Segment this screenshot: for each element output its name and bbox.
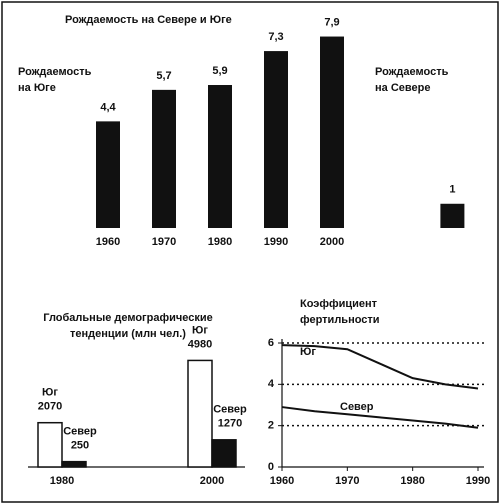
bar xyxy=(211,439,237,468)
series-label: Юг xyxy=(42,387,58,399)
x-tick-label: 1970 xyxy=(335,475,359,487)
y-tick-label: 6 xyxy=(268,337,274,349)
bar xyxy=(264,51,288,228)
series-label: Север xyxy=(213,404,247,416)
line xyxy=(281,344,479,390)
bar xyxy=(61,460,87,468)
bar xyxy=(208,85,232,228)
annotation: Рождаемость xyxy=(18,66,92,78)
y-tick-label: 2 xyxy=(268,420,274,432)
value-label: 1270 xyxy=(218,418,242,430)
x-tick-label: 1990 xyxy=(466,475,490,487)
line xyxy=(281,406,479,429)
value-label: 2070 xyxy=(38,401,62,413)
bar xyxy=(37,421,63,468)
series-label: Север xyxy=(340,401,374,413)
bar xyxy=(152,89,176,228)
x-tick-label: 2000 xyxy=(320,236,344,248)
value-label: 7,9 xyxy=(324,16,339,28)
chart-title: Рождаемость на Севере и Юге xyxy=(65,14,232,26)
x-tick-label: 1980 xyxy=(50,475,74,487)
value-label: 250 xyxy=(71,440,89,452)
x-tick-label: 2000 xyxy=(200,475,224,487)
annotation: Рождаемость xyxy=(375,66,449,78)
chart-title: Глобальные демографические xyxy=(43,312,212,324)
value-label: 7,3 xyxy=(268,31,283,43)
value-label: 4,4 xyxy=(100,101,116,113)
x-tick-label: 1970 xyxy=(152,236,176,248)
annotation: на Севере xyxy=(375,82,430,94)
series-label: Юг xyxy=(192,324,208,336)
chart-title: фертильности xyxy=(300,314,380,326)
series-label: Север xyxy=(63,426,97,438)
y-tick-label: 4 xyxy=(268,378,275,390)
bar xyxy=(320,36,344,229)
x-tick-label: 1960 xyxy=(96,236,120,248)
value-label: 5,9 xyxy=(212,65,227,77)
value-label: 4980 xyxy=(188,338,212,350)
x-tick-label: 1980 xyxy=(208,236,232,248)
value-label: 1 xyxy=(449,184,455,196)
bar xyxy=(440,203,465,228)
bar xyxy=(96,121,120,228)
value-label: 5,7 xyxy=(156,70,171,82)
x-tick-label: 1960 xyxy=(270,475,294,487)
x-tick-label: 1980 xyxy=(400,475,424,487)
chart-title: тенденции (млн чел.) xyxy=(70,328,186,340)
y-tick-label: 0 xyxy=(268,461,274,473)
x-tick-label: 1990 xyxy=(264,236,288,248)
bar xyxy=(187,359,213,468)
series-label: Юг xyxy=(300,346,316,358)
annotation: на Юге xyxy=(18,82,56,94)
chart-title: Коэффициент xyxy=(300,298,378,310)
